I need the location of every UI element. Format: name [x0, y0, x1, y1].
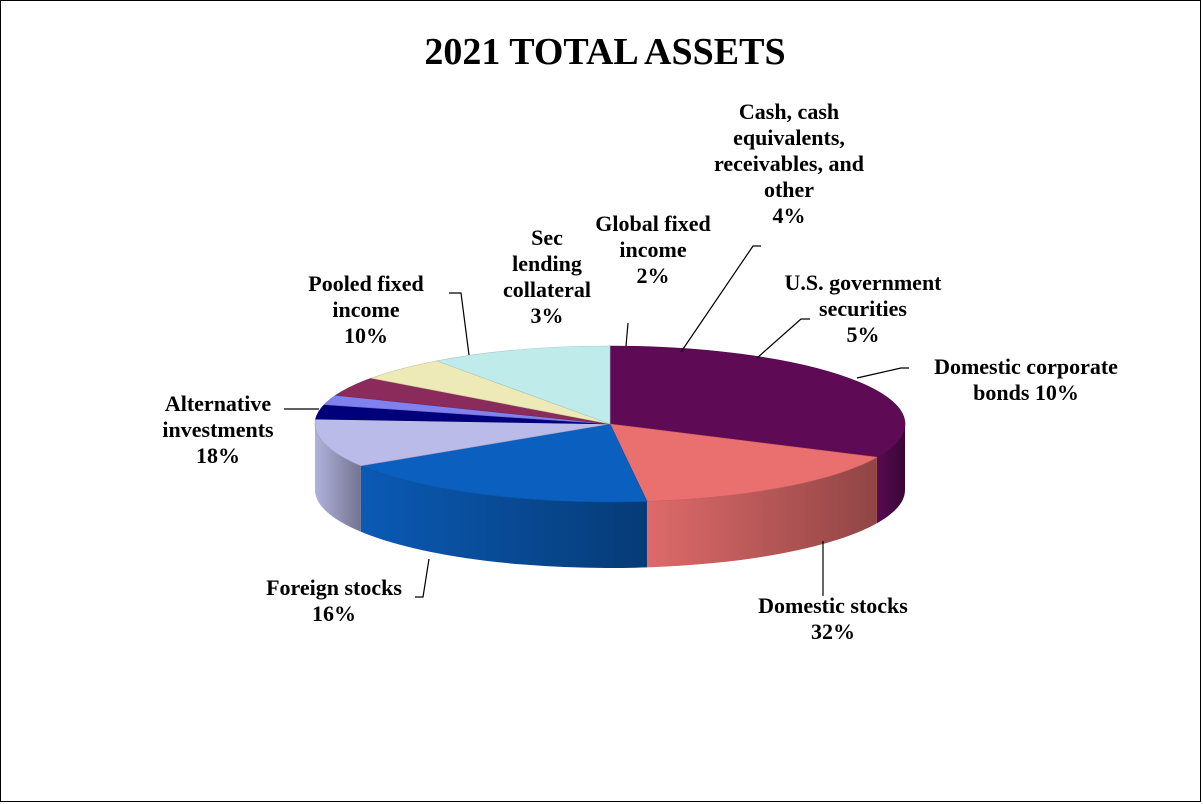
- pie-sides: [315, 424, 905, 568]
- data-label-u-s-government-securities: U.S. government securities 5%: [784, 270, 942, 347]
- data-label-global-fixed-income: Global fixed income 2%: [595, 211, 711, 288]
- slice-side-domestic-stocks: [876, 424, 905, 524]
- slice-labels: Domestic stocks 32% Foreign stocks 16% Alter…: [162, 99, 1118, 644]
- leader-line-global-fixed-income: [625, 322, 629, 347]
- slice-domestic-stocks: [609, 345, 906, 458]
- leader-line-pooled-fixed-income: [449, 292, 470, 356]
- leader-line-domestic-corporate-bonds: [856, 367, 909, 379]
- data-label-domestic-corporate-bonds: Domestic corporate bonds 10%: [934, 354, 1118, 405]
- slice-domestic-corporate-bonds: [435, 345, 611, 425]
- data-label-domestic-stocks: Domestic stocks 32%: [758, 593, 908, 644]
- slice-side-alternative-investments: [360, 465, 647, 568]
- data-label-alternative-investments: Alternative investments 18%: [162, 391, 274, 468]
- pie-tops: [314, 345, 906, 503]
- chart-title: 2021 TOTAL ASSETS: [424, 31, 785, 73]
- slice-side-foreign-stocks: [646, 457, 877, 568]
- leader-line-u-s-government-securities: [756, 318, 810, 359]
- slice-side-pooled-fixed-income: [315, 424, 361, 532]
- slice-foreign-stocks: [609, 423, 878, 502]
- leader-line-foreign-stocks: [415, 558, 430, 598]
- data-label-foreign-stocks: Foreign stocks 16%: [266, 575, 402, 626]
- slice-alternative-investments: [359, 423, 648, 503]
- leader-line-cash-cash-equivalents-receivables-and-other: [680, 245, 761, 353]
- data-label-sec-lending-collateral: Sec lending collateral 3%: [503, 225, 591, 328]
- data-label-cash-cash-equivalents-receivables-and-other: Cash, cash equivalents, receivables, and ot…: [714, 99, 864, 228]
- slice-pooled-fixed-income: [314, 418, 611, 467]
- data-label-pooled-fixed-income: Pooled fixed income 10%: [308, 271, 424, 348]
- leader-lines: [284, 245, 909, 598]
